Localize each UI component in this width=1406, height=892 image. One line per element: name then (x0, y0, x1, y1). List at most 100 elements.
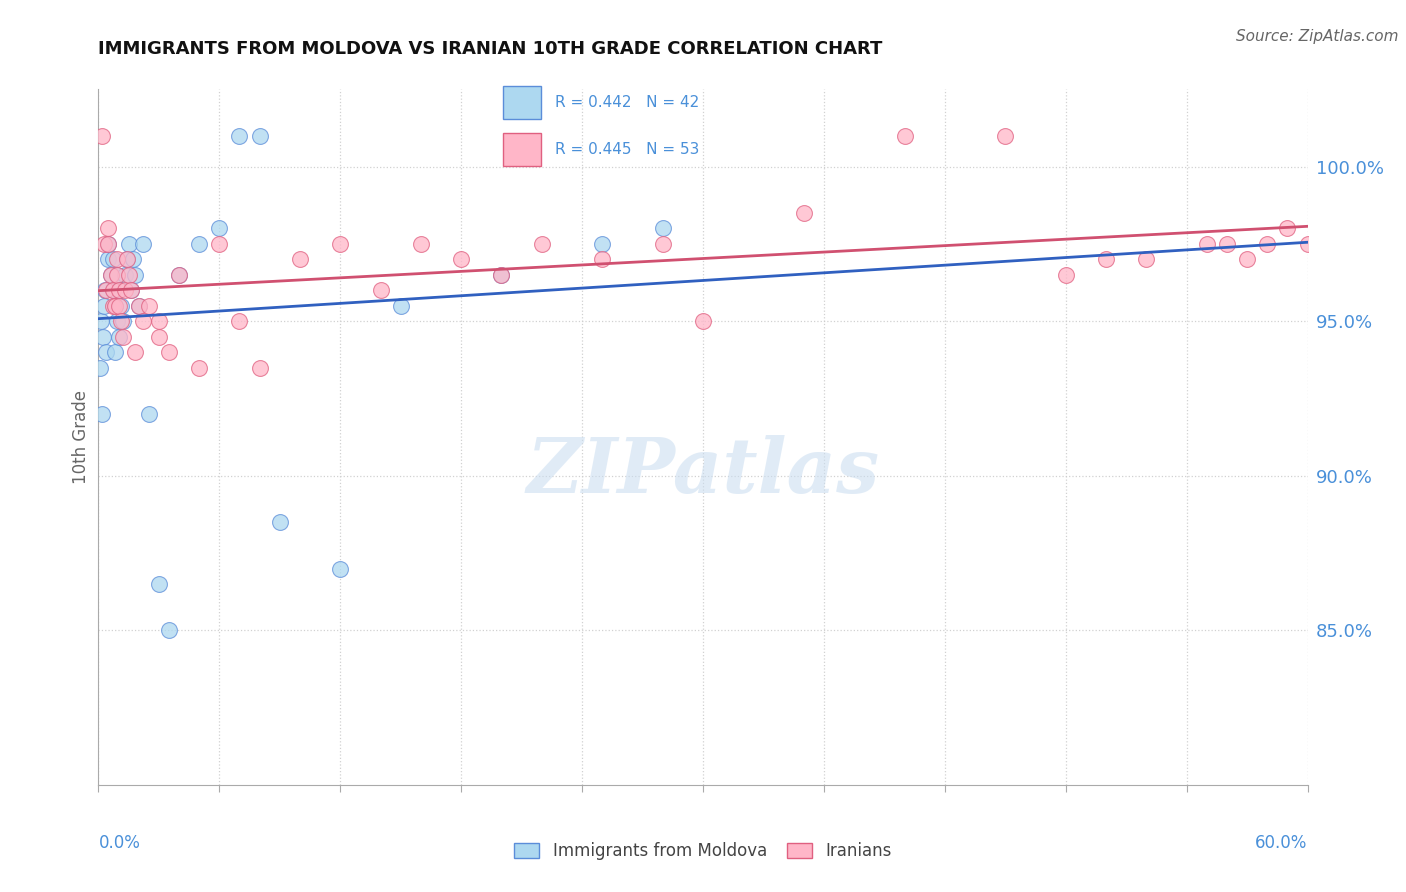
Point (103, 345, 125, 359)
FancyBboxPatch shape (503, 133, 541, 166)
Text: ZIPatlas: ZIPatlas (526, 435, 880, 508)
Point (118, 268, 141, 282)
Point (1195, 236, 1218, 251)
Point (111, 314, 134, 328)
Point (1095, 252, 1118, 267)
Point (93, 329, 115, 343)
Point (107, 329, 129, 343)
Point (651, 236, 673, 251)
Point (110, 299, 132, 313)
Point (138, 299, 160, 313)
Point (167, 268, 190, 282)
Point (101, 283, 124, 297)
Point (105, 314, 128, 328)
Point (96, 283, 118, 297)
Point (409, 236, 432, 251)
Point (93, 299, 115, 313)
Point (93, 236, 115, 251)
Text: IMMIGRANTS FROM MOLDOVA VS IRANIAN 10TH GRADE CORRELATION CHART: IMMIGRANTS FROM MOLDOVA VS IRANIAN 10TH … (98, 40, 883, 58)
Point (288, 252, 311, 267)
Point (793, 206, 815, 220)
Point (491, 268, 513, 282)
Point (157, 345, 180, 359)
Point (450, 252, 472, 267)
Text: 0.0%: 0.0% (98, 834, 141, 852)
Point (103, 299, 125, 313)
Legend: Immigrants from Moldova, Iranians: Immigrants from Moldova, Iranians (508, 836, 898, 867)
Point (105, 268, 128, 282)
Point (591, 252, 613, 267)
Point (228, 128, 250, 143)
Point (91, 128, 114, 143)
Point (110, 314, 132, 328)
Point (167, 268, 190, 282)
Point (128, 299, 150, 313)
Y-axis label: 10th Grade: 10th Grade (72, 390, 90, 484)
Point (101, 283, 124, 297)
Point (107, 283, 129, 297)
Point (101, 252, 124, 267)
Point (994, 128, 1017, 143)
Point (90, 314, 112, 328)
Point (105, 252, 128, 267)
Point (124, 345, 146, 359)
Point (111, 329, 134, 343)
Point (97, 252, 120, 267)
Point (370, 283, 392, 297)
Point (893, 128, 915, 143)
Point (132, 314, 155, 328)
Point (269, 515, 291, 529)
Point (157, 624, 180, 638)
Point (1277, 221, 1299, 235)
Point (97, 236, 120, 251)
Point (1236, 252, 1258, 267)
Point (208, 221, 231, 235)
Point (1135, 252, 1157, 267)
Point (1296, 236, 1319, 251)
Point (107, 299, 129, 313)
Point (128, 299, 150, 313)
Point (692, 314, 714, 328)
Point (107, 283, 129, 297)
Point (120, 283, 142, 297)
Point (228, 314, 250, 328)
Point (115, 252, 138, 267)
Point (114, 268, 136, 282)
FancyBboxPatch shape (503, 87, 541, 119)
Point (138, 407, 160, 421)
Point (188, 236, 211, 251)
Point (124, 268, 146, 282)
Point (94, 283, 117, 297)
Point (389, 299, 412, 313)
Point (118, 236, 141, 251)
Point (530, 236, 553, 251)
Point (188, 360, 211, 375)
Point (148, 329, 170, 343)
Point (91, 407, 114, 421)
Text: R = 0.445   N = 53: R = 0.445 N = 53 (555, 142, 700, 157)
Point (491, 268, 513, 282)
Point (100, 268, 122, 282)
Point (591, 236, 613, 251)
Point (115, 252, 138, 267)
Point (97, 236, 120, 251)
Text: Source: ZipAtlas.com: Source: ZipAtlas.com (1236, 29, 1399, 44)
Point (1216, 236, 1239, 251)
Point (148, 314, 170, 328)
Point (96, 345, 118, 359)
Point (100, 268, 122, 282)
Point (114, 283, 136, 297)
Point (329, 236, 352, 251)
Point (249, 128, 271, 143)
Point (249, 360, 271, 375)
Point (208, 236, 231, 251)
Point (1054, 268, 1077, 282)
Point (1256, 236, 1278, 251)
Point (121, 252, 143, 267)
Point (651, 221, 673, 235)
Point (105, 268, 128, 282)
Point (89, 360, 111, 375)
Point (132, 236, 155, 251)
Point (103, 299, 125, 313)
Point (120, 283, 142, 297)
